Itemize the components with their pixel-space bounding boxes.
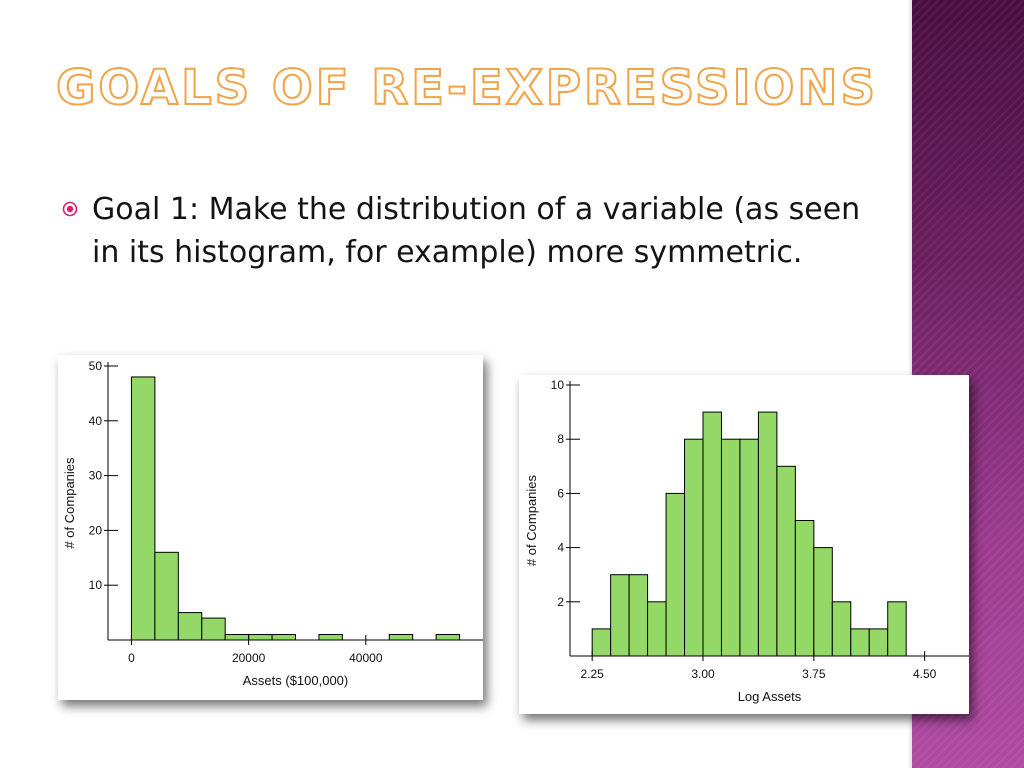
- histogram-bar: [610, 574, 630, 657]
- circle-bullet-icon: [62, 201, 78, 217]
- x-axis-label: Assets ($100,000): [243, 673, 349, 688]
- x-axis-label: Log Assets: [738, 689, 802, 704]
- x-tick-label: 3.00: [691, 667, 715, 681]
- y-tick-label: 50: [89, 359, 103, 373]
- y-axis-label: # of Companies: [524, 474, 539, 566]
- bullet-list: Goal 1: Make the distribution of a varia…: [62, 188, 862, 274]
- y-tick-label: 40: [89, 414, 103, 428]
- histogram-bar: [831, 601, 852, 657]
- histogram-bar: [720, 438, 741, 657]
- histogram-bar: [850, 628, 870, 657]
- histogram-bar: [591, 628, 612, 657]
- histogram-bar: [813, 547, 833, 657]
- histogram-bar: [271, 634, 296, 641]
- x-tick-label: 20000: [232, 651, 266, 665]
- histogram-bar: [435, 634, 461, 641]
- histogram-log-assets-plot: 2 4 6 8 10 2.25 3.00 3.75 4.50 Log Assets # of Com…: [524, 378, 969, 704]
- histogram-bar: [177, 612, 203, 641]
- histogram-bar: [130, 376, 156, 641]
- histogram-bar: [201, 617, 226, 641]
- y-tick-label: 2: [557, 595, 564, 609]
- x-tick-label: 40000: [349, 651, 383, 665]
- histogram-log-assets: 2 4 6 8 10 2.25 3.00 3.75 4.50 Log Assets # of Com…: [519, 375, 969, 714]
- histogram-bar: [628, 574, 649, 657]
- bullet-text: Goal 1: Make the distribution of a varia…: [92, 192, 861, 270]
- histogram-bar: [739, 438, 759, 657]
- slide-title: GOALS OF RE-EXPRESSIONS: [55, 59, 879, 117]
- histogram-bar: [665, 492, 686, 657]
- histogram-bar: [887, 601, 907, 657]
- y-tick-label: 10: [551, 378, 565, 392]
- y-tick-label: 8: [557, 432, 564, 446]
- histogram-assets: 10 20 30 40 50 0 20000 40000 Assets ($100,000) # …: [58, 355, 483, 700]
- histogram-bar: [248, 634, 273, 641]
- x-tick-label: 2.25: [580, 667, 604, 681]
- y-tick-label: 20: [89, 523, 103, 537]
- y-axis-label: # of Companies: [62, 457, 77, 549]
- histogram-bar: [794, 520, 815, 657]
- x-tick-label: 0: [128, 651, 135, 665]
- y-tick-label: 4: [557, 541, 564, 555]
- x-tick-label: 3.75: [802, 667, 826, 681]
- bullet-item: Goal 1: Make the distribution of a varia…: [62, 188, 862, 274]
- histogram-bar: [318, 634, 343, 641]
- y-tick-label: 30: [89, 469, 103, 483]
- histogram-bar: [154, 551, 179, 641]
- histogram-bar: [868, 628, 889, 657]
- x-tick-label: 4.50: [913, 667, 937, 681]
- y-tick-label: 10: [89, 578, 103, 592]
- histogram-bar: [388, 634, 414, 641]
- histogram-bar: [224, 634, 250, 641]
- histogram-bar: [684, 438, 704, 657]
- histogram-bar: [647, 601, 667, 657]
- histogram-bar: [776, 465, 796, 657]
- y-tick-label: 6: [557, 486, 564, 500]
- histogram-bar: [702, 411, 722, 657]
- histogram-bar: [757, 411, 778, 657]
